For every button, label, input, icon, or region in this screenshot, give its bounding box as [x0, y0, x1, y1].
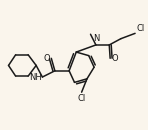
Text: Cl: Cl — [136, 24, 145, 33]
Text: N: N — [93, 34, 99, 43]
Text: O: O — [111, 54, 118, 63]
Text: NH: NH — [29, 73, 41, 82]
Text: Cl: Cl — [78, 94, 86, 103]
Text: O: O — [44, 54, 50, 63]
